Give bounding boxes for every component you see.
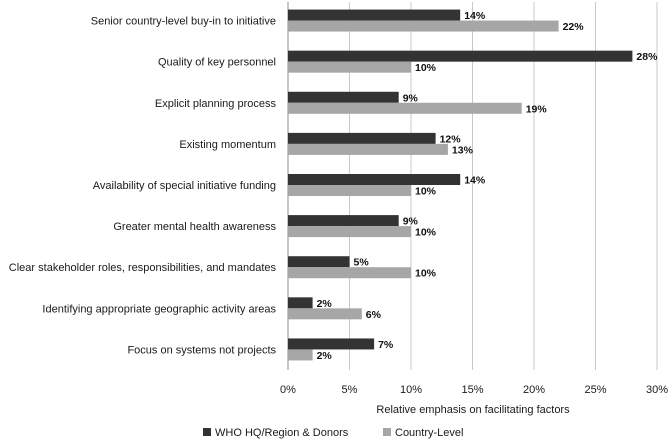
legend-label-who: WHO HQ/Region & Donors	[215, 427, 349, 439]
category-label: Quality of key personnel	[158, 57, 276, 69]
legend-label-country: Country-Level	[395, 427, 463, 439]
bar-who	[288, 9, 461, 21]
data-label-who: 7%	[378, 339, 394, 351]
bar-who	[288, 132, 436, 144]
category-label: Existing momentum	[179, 139, 276, 151]
category-label: Clear stakeholder roles, responsibilitie…	[9, 262, 277, 274]
data-label-who: 9%	[403, 92, 419, 104]
bar-country	[288, 102, 522, 114]
bar-who	[288, 91, 399, 103]
data-label-who: 5%	[354, 257, 370, 269]
legend-swatch-who	[203, 428, 211, 436]
category-label: Identifying appropriate geographic activ…	[42, 303, 276, 315]
data-label-country: 10%	[415, 62, 437, 74]
data-label-country: 6%	[366, 309, 382, 321]
x-tick-label: 30%	[646, 384, 668, 396]
category-label: Explicit planning process	[155, 98, 277, 110]
x-tick-label: 20%	[523, 384, 545, 396]
legend: WHO HQ/Region & Donors Country-Level	[203, 427, 463, 439]
category-labels: Senior country-level buy-in to initiativ…	[9, 16, 277, 357]
category-label: Availability of special initiative fundi…	[93, 180, 276, 192]
category-label: Senior country-level buy-in to initiativ…	[91, 16, 276, 28]
bar-who	[288, 338, 375, 350]
data-label-country: 19%	[526, 103, 548, 115]
data-label-country: 10%	[415, 268, 437, 280]
data-label-who: 28%	[636, 51, 658, 63]
data-label-who: 12%	[440, 133, 462, 145]
x-tick-label: 15%	[461, 384, 483, 396]
data-label-country: 2%	[317, 350, 333, 362]
legend-swatch-country	[383, 428, 391, 436]
x-tick-labels: 0% 5% 10% 15% 20% 25% 30%	[280, 384, 668, 396]
x-tick-label: 0%	[280, 384, 296, 396]
data-label-country: 22%	[563, 21, 585, 33]
bar-country	[288, 308, 362, 320]
bar-who	[288, 297, 313, 309]
data-label-who: 9%	[403, 216, 419, 228]
x-axis-label: Relative emphasis on facilitating factor…	[376, 404, 570, 416]
category-label: Greater mental health awareness	[113, 221, 276, 233]
category-label: Focus on systems not projects	[127, 344, 276, 356]
data-label-country: 13%	[452, 144, 474, 156]
data-label-who: 14%	[464, 175, 486, 187]
data-label-country: 10%	[415, 186, 437, 198]
data-label-who: 14%	[464, 10, 486, 22]
bar-who	[288, 50, 633, 62]
bar-country	[288, 61, 411, 73]
x-tick-label: 25%	[584, 384, 606, 396]
bar-country	[288, 267, 411, 279]
x-tick-label: 5%	[342, 384, 358, 396]
bar-country	[288, 349, 313, 361]
bar-country	[288, 143, 448, 155]
bar-country	[288, 185, 411, 196]
bar-who	[288, 256, 350, 268]
data-label-country: 10%	[415, 227, 437, 239]
x-tick-label: 10%	[400, 384, 422, 396]
bar-who	[288, 215, 399, 227]
data-label-who: 2%	[317, 298, 333, 310]
bar-country	[288, 20, 559, 32]
bars: 14%22%28%10%9%19%12%13%14%10%9%10%5%10%2…	[288, 9, 658, 362]
bar-who	[288, 174, 461, 185]
bar-country	[288, 226, 411, 238]
